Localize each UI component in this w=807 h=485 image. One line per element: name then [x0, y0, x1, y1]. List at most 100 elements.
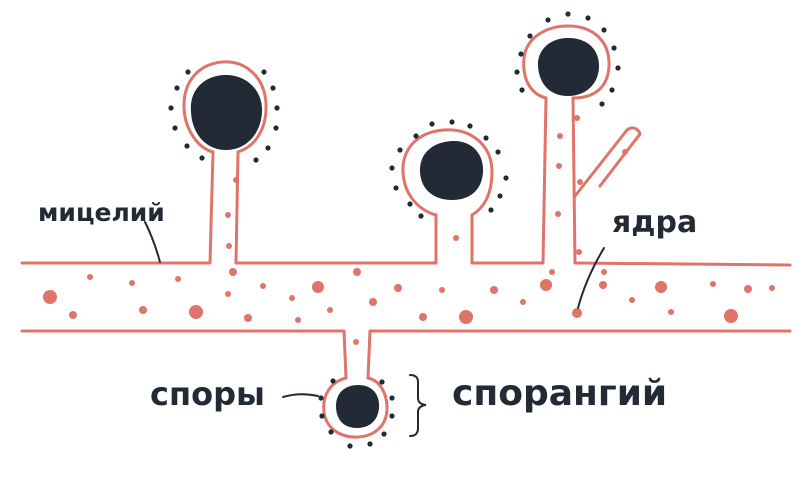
spore-dot — [449, 119, 455, 125]
nuclei-pointer-line — [577, 247, 605, 309]
nucleus-dot — [189, 305, 203, 319]
nucleus-dot — [244, 314, 252, 322]
nucleus-dot — [327, 307, 333, 313]
sporangium-head-bottom — [336, 385, 380, 428]
nucleus-dot — [233, 177, 239, 183]
nucleus-dot — [629, 297, 635, 303]
nucleus-dot — [540, 279, 552, 291]
spore-dot — [389, 413, 395, 419]
spores — [168, 11, 621, 449]
nucleus-dot — [577, 179, 583, 185]
nucleus-dot — [599, 281, 607, 289]
sporangium-head-left — [190, 74, 263, 150]
spore-dot — [389, 395, 395, 401]
nucleus-dot — [520, 299, 526, 305]
spore-dot — [253, 157, 259, 163]
nucleus-dot — [225, 212, 231, 218]
nucleus-dot — [574, 115, 580, 121]
spore-dot — [274, 105, 280, 111]
nucleus-dot — [225, 291, 231, 297]
nucleus-dot — [369, 298, 377, 306]
nucleus-dot — [353, 339, 359, 345]
spore-dot — [497, 193, 503, 199]
spore-dot — [389, 165, 395, 171]
spore-dot — [184, 143, 190, 149]
sporangium-middle-wall — [401, 128, 494, 217]
nuclei — [43, 115, 775, 345]
spore-dot — [514, 69, 520, 75]
spore-dot — [319, 413, 325, 419]
spore-dot — [599, 101, 605, 107]
nucleus-dot — [769, 285, 775, 291]
spore-dot — [174, 85, 180, 91]
spores-pointer-line — [282, 393, 319, 398]
nucleus-dot — [43, 290, 57, 304]
sporangium-bottom-wall — [322, 376, 389, 439]
nucleus-dot — [229, 268, 237, 276]
spore-dot — [397, 147, 403, 153]
spore-dot — [429, 121, 435, 127]
spore-dot — [545, 17, 551, 23]
hypha-outline — [20, 24, 792, 439]
nucleus-dot — [601, 269, 607, 275]
spore-dot — [367, 441, 373, 447]
nucleus-dot — [175, 276, 181, 282]
spore-dot — [328, 429, 334, 435]
nucleus-dot — [439, 287, 445, 293]
spore-dot — [519, 87, 525, 93]
label-mycelium: мицелий — [38, 198, 165, 227]
spore-dot — [168, 105, 174, 111]
nucleus-dot — [453, 235, 459, 241]
spore-dot — [585, 15, 591, 21]
nucleus-dot — [295, 317, 301, 323]
label-pointers — [144, 221, 605, 437]
spore-dot — [418, 213, 424, 219]
spore-dot — [503, 175, 509, 181]
spore-dot — [265, 145, 271, 151]
nucleus-dot — [226, 243, 232, 249]
mycelium-bottom-wall — [20, 329, 792, 380]
sporangium-head-middle — [419, 140, 484, 200]
spore-dot — [381, 431, 387, 437]
nucleus-dot — [668, 309, 674, 315]
nucleus-dot — [69, 311, 77, 319]
nucleus-dot — [490, 286, 498, 294]
mycelium-pointer-line — [144, 221, 161, 263]
nucleus-dot — [710, 281, 716, 287]
spore-dot — [527, 33, 533, 39]
spore-dot — [379, 379, 385, 385]
sporangium-left-wall — [182, 60, 268, 154]
spore-dot — [347, 443, 353, 449]
nucleus-dot — [556, 163, 562, 169]
spore-dot — [609, 87, 615, 93]
spore-dot — [413, 133, 419, 139]
spore-dot — [611, 45, 617, 51]
spore-dot — [565, 11, 571, 17]
nucleus-dot — [353, 268, 361, 276]
nucleus-dot — [129, 280, 135, 286]
spore-dot — [273, 125, 279, 131]
spore-dot — [270, 85, 276, 91]
mycelium-top-wall — [20, 96, 792, 267]
label-nuclei: ядра — [612, 205, 698, 240]
nucleus-dot — [622, 149, 628, 155]
spore-dot — [615, 65, 621, 71]
sporangium-brace — [409, 374, 427, 437]
nucleus-dot — [576, 249, 582, 255]
label-sporangium: спорангий — [452, 373, 668, 414]
spore-dot — [488, 207, 494, 213]
nucleus-dot — [557, 133, 563, 139]
spore-dot — [318, 395, 324, 401]
spore-dot — [261, 69, 267, 75]
spore-dot — [407, 201, 413, 207]
nucleus-dot — [744, 285, 752, 293]
nucleus-dot — [87, 274, 93, 280]
spore-dot — [393, 185, 399, 191]
nucleus-dot — [549, 269, 555, 275]
nucleus-dot — [572, 308, 582, 318]
nucleus-dot — [724, 309, 738, 323]
nucleus-dot — [655, 281, 667, 293]
spore-dot — [467, 123, 473, 129]
nucleus-dot — [260, 283, 266, 289]
